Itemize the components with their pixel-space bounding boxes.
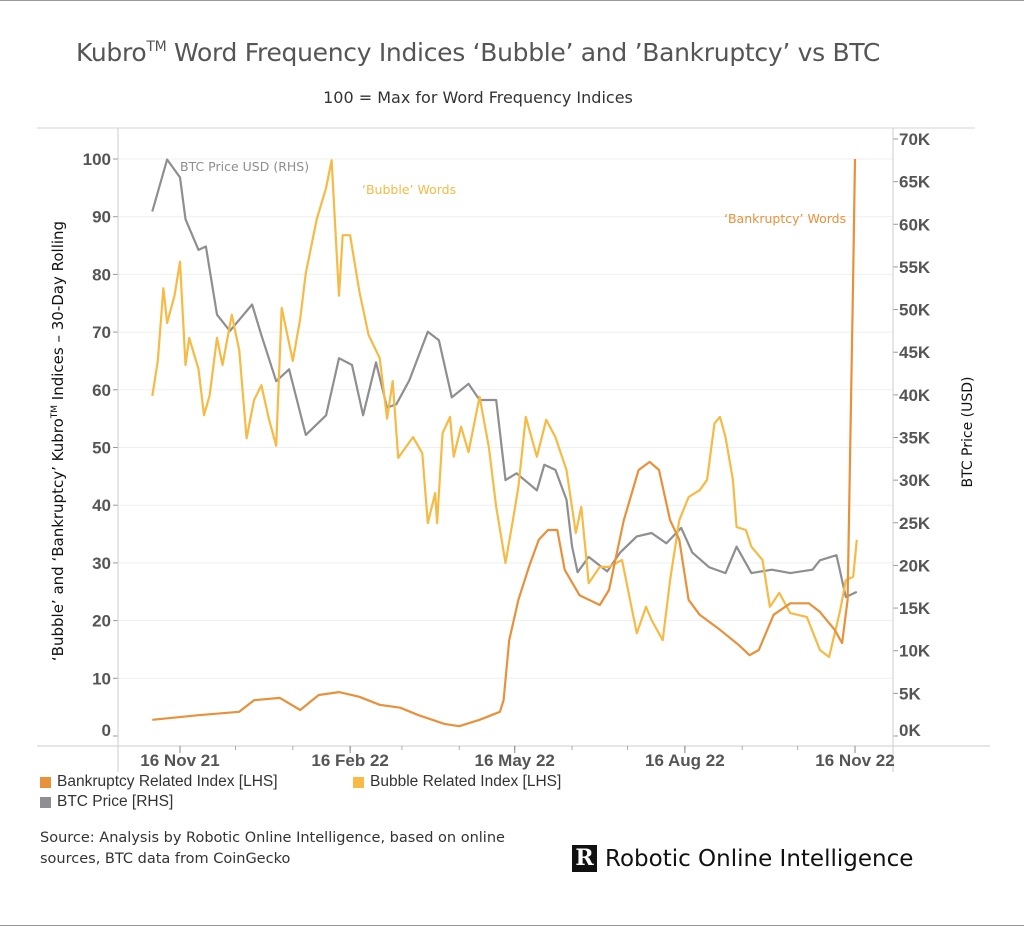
legend-label: Bankruptcy Related Index [LHS]: [57, 773, 278, 790]
x-tick-label: 16 Feb 22: [311, 751, 389, 770]
y-right-tick-label: 25K: [899, 514, 931, 533]
title-text: Kubro: [75, 38, 147, 67]
title-trademark: TM: [146, 39, 167, 55]
bankruptcy-annotation: ‘Bankruptcy’ Words: [724, 211, 846, 226]
y-left-tick-label: 80: [92, 265, 111, 284]
legend-label: BTC Price [RHS]: [57, 793, 174, 810]
legend-item-btc: BTC Price [RHS]: [40, 793, 173, 811]
bottom-border: [0, 925, 1024, 926]
legend-item-bubble: Bubble Related Index [LHS]: [353, 773, 561, 791]
x-tick-label: 16 Nov 22: [815, 751, 894, 770]
y-right-tick-label: 5K: [899, 684, 921, 703]
legend-item-bankruptcy: Bankruptcy Related Index [LHS]: [40, 773, 278, 791]
logo-r-icon: R: [572, 845, 597, 872]
y-left-tick-label: 70: [92, 323, 111, 342]
btc-annotation: BTC Price USD (RHS): [180, 159, 309, 174]
y-right-tick-label: 70K: [899, 130, 931, 149]
y-axis-left-label: ‘Bubble’ and ‘Bankruptcy’ KubroTM Indice…: [49, 221, 67, 661]
y-right-tick-label: 0K: [899, 721, 921, 740]
bubble-line: [151, 159, 858, 659]
y-left-tick-label: 10: [92, 669, 111, 688]
y-right-tick-label: 55K: [899, 258, 931, 277]
x-tick-label: 16 Nov 21: [140, 751, 219, 770]
title-text-rest: Word Frequency Indices ‘Bubble’ and ’Ban…: [166, 38, 881, 67]
y-left-tick-label: 60: [92, 381, 111, 400]
y-right-tick-label: 15K: [899, 599, 931, 618]
y-right-tick-label: 35K: [899, 429, 931, 448]
legend-swatch-btc: [40, 796, 51, 808]
y-right-tick-label: 45K: [899, 343, 931, 362]
y-right-tick-label: 50K: [899, 301, 931, 320]
chart-title: KubroTM Word Frequency Indices ‘Bubble’ …: [0, 38, 956, 67]
legend-swatch-bubble: [353, 776, 364, 788]
x-tick-label: 16 May 22: [475, 751, 555, 770]
y-right-tick-label: 65K: [899, 173, 931, 192]
y-right-tick-label: 10K: [899, 642, 931, 661]
company-logo: R Robotic Online Intelligence: [572, 845, 913, 872]
y-right-tick-label: 30K: [899, 471, 931, 490]
logo-text: Robotic Online Intelligence: [605, 845, 914, 872]
y-right-tick-label: 60K: [899, 215, 931, 234]
y-left-tick-label: 90: [92, 208, 111, 227]
chart-subtitle: 100 = Max for Word Frequency Indices: [323, 88, 633, 107]
y-right-tick-label: 20K: [899, 556, 931, 575]
source-note: Source: Analysis by Robotic Online Intel…: [40, 830, 505, 867]
y-left-tick-label: 40: [92, 496, 111, 515]
legend-label: Bubble Related Index [LHS]: [370, 773, 562, 790]
y-left-tick-label: 0: [102, 721, 111, 740]
y-left-tick-label: 30: [92, 554, 111, 573]
btc-line: [151, 158, 858, 599]
y-left-tick-label: 20: [92, 612, 111, 631]
x-tick-label: 16 Aug 22: [645, 751, 725, 770]
y-right-tick-label: 40K: [899, 386, 931, 405]
legend-swatch-bankruptcy: [40, 776, 51, 788]
y-axis-left-label-rest: Indices – 30-Day Rolling: [49, 220, 67, 405]
bubble-annotation: ‘Bubble’ Words: [362, 182, 456, 197]
y-left-tick-label: 100: [83, 150, 111, 169]
bankruptcy-line: [152, 158, 857, 728]
y-axis-left-label-tm: TM: [50, 404, 60, 419]
y-left-tick-label: 50: [92, 439, 111, 458]
y-axis-right-label: BTC Price (USD): [960, 376, 976, 488]
y-axis-left-label-text: ‘Bubble’ and ‘Bankruptcy’ Kubro: [49, 418, 67, 662]
top-border: [0, 0, 1024, 1]
